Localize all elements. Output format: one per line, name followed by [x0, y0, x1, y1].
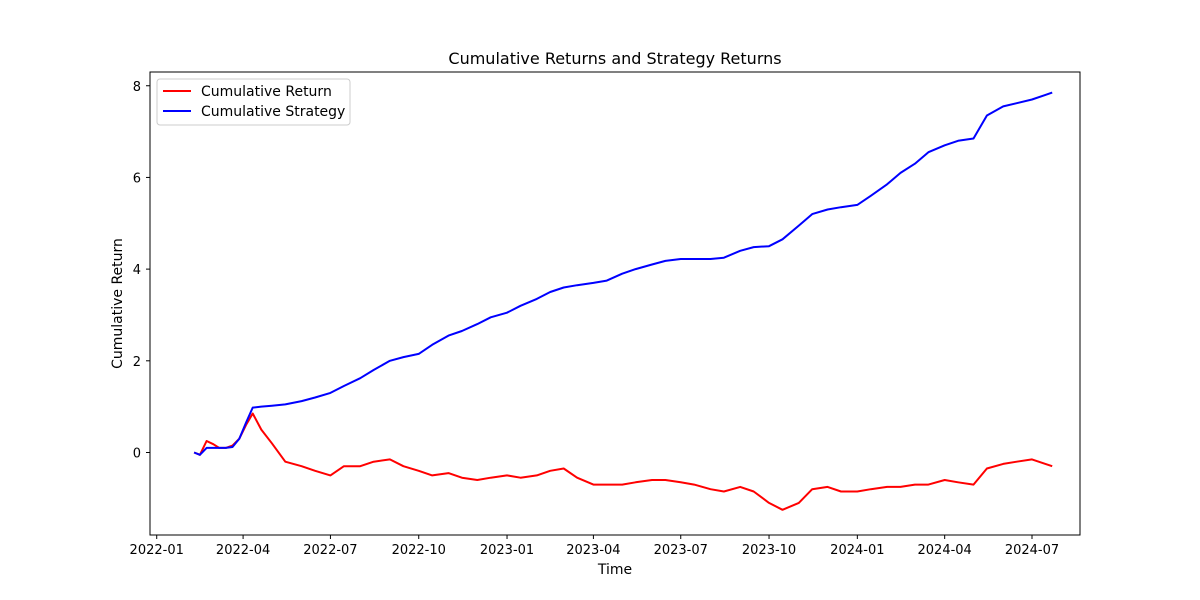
x-axis-label: Time: [597, 562, 632, 578]
y-tick-label: 0: [133, 446, 141, 461]
chart-title: Cumulative Returns and Strategy Returns: [448, 49, 781, 68]
y-tick-label: 4: [133, 263, 141, 278]
legend: Cumulative Return Cumulative Strategy: [156, 78, 351, 126]
x-tick-label: 2022-07: [303, 543, 357, 558]
x-tick-label: 2024-04: [918, 543, 972, 558]
x-tick-label: 2022-04: [216, 543, 270, 558]
y-tick-label: 8: [133, 80, 141, 95]
plot-area: [149, 71, 1081, 536]
x-tick-label: 2023-10: [742, 543, 796, 558]
y-axis: 0 2 4 6 8: [133, 80, 150, 461]
x-tick-label: 2022-01: [130, 543, 184, 558]
y-tick-label: 2: [133, 355, 141, 370]
series-line-cumulative-return: [193, 412, 1053, 511]
legend-box: [156, 78, 351, 126]
x-axis: 2022-01 2022-04 2022-07 2022-10 2023-01 2023-…: [130, 535, 1059, 558]
x-tick-label: 2023-07: [654, 543, 708, 558]
legend-label-return: Cumulative Return: [201, 84, 332, 100]
x-tick-label: 2024-01: [830, 543, 884, 558]
x-tick-label: 2023-01: [480, 543, 534, 558]
x-tick-label: 2022-10: [392, 543, 446, 558]
y-tick-label: 6: [133, 171, 141, 186]
y-axis-label: Cumulative Return: [110, 238, 126, 369]
series-line-cumulative-strategy: [193, 91, 1053, 456]
x-tick-label: 2024-07: [1005, 543, 1059, 558]
series-layer: [193, 91, 1053, 511]
x-tick-label: 2023-04: [566, 543, 620, 558]
legend-label-strategy: Cumulative Strategy: [201, 104, 345, 120]
